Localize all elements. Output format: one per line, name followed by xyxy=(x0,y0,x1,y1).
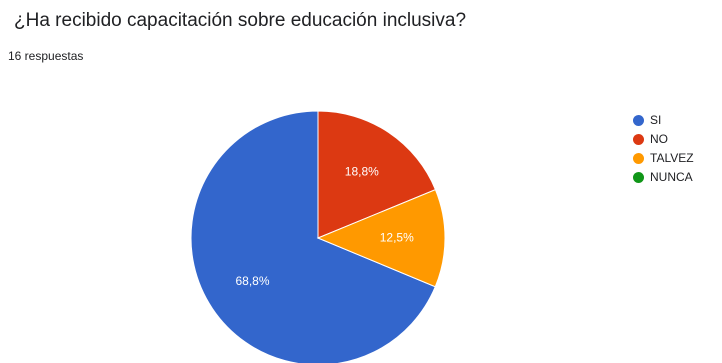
legend-label-nunca: NUNCA xyxy=(650,170,693,184)
legend-label-no: NO xyxy=(650,132,668,146)
pie-slice-si[interactable] xyxy=(190,110,436,363)
legend-item-no[interactable]: NO xyxy=(633,130,694,148)
chart-legend: SI NO TALVEZ NUNCA xyxy=(633,111,694,187)
legend-swatch-talvez xyxy=(633,152,644,164)
slice-label-si: 68,8% xyxy=(235,274,269,288)
legend-item-talvez[interactable]: TALVEZ xyxy=(633,149,694,167)
pie-slice-talvez[interactable] xyxy=(316,188,446,288)
pie-slice-no[interactable] xyxy=(317,110,437,239)
legend-label-talvez: TALVEZ xyxy=(650,151,694,165)
legend-swatch-si xyxy=(633,114,644,126)
slice-label-talvez: 12,5% xyxy=(380,230,414,244)
slice-label-no: 18,8% xyxy=(345,165,379,179)
legend-item-si[interactable]: SI xyxy=(633,111,694,129)
question-title: ¿Ha recibido capacitación sobre educació… xyxy=(14,10,467,31)
legend-swatch-nunca xyxy=(633,171,644,183)
response-count: 16 respuestas xyxy=(8,49,84,63)
pie-labels: 68,8% 18,8% 12,5% xyxy=(235,165,414,288)
legend-item-nunca[interactable]: NUNCA xyxy=(633,168,694,186)
legend-swatch-no xyxy=(633,133,644,145)
pie-slices xyxy=(190,110,446,363)
legend-label-si: SI xyxy=(650,113,662,127)
